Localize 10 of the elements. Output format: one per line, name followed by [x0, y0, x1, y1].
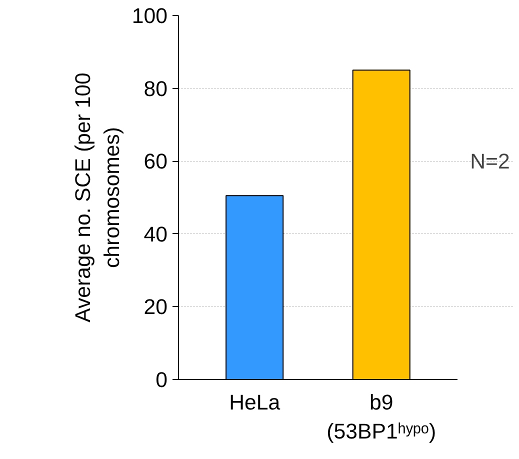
y-tick-label: 80 [144, 76, 168, 101]
x-tick-label: HeLa [229, 390, 280, 414]
y-tick-label: 0 [156, 368, 168, 392]
y-tick-label: 20 [144, 295, 168, 320]
y-tick-label: 60 [144, 150, 168, 174]
x-tick-label: b9 (53BP1ʰʸᵖᵒ) [326, 390, 436, 444]
y-tick-label: 100 [132, 4, 168, 28]
y-tick-label: 40 [144, 222, 168, 246]
annotation: N=2 [470, 150, 510, 174]
y-axis-title: Average no. SCE (per 100 chromosomes) [71, 72, 124, 322]
